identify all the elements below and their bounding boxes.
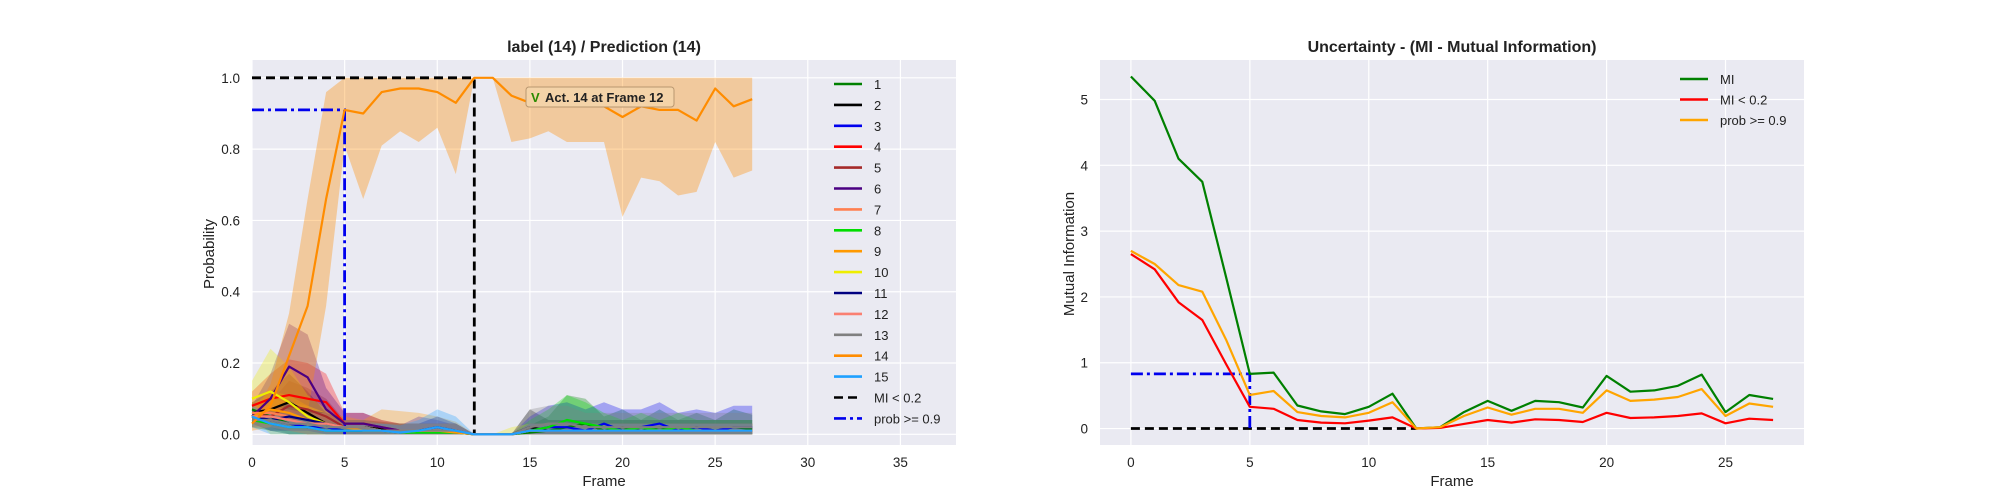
- legend-label-prob-0-9: prob >= 0.9: [874, 411, 941, 426]
- y-tick-label: 3: [1080, 224, 1088, 239]
- legend-label-15: 15: [874, 370, 888, 385]
- y-tick-label: 4: [1080, 158, 1088, 173]
- band-series-14: [252, 77, 753, 431]
- legend-label-9: 9: [874, 244, 881, 259]
- legend-label-8: 8: [874, 223, 881, 238]
- probability-chart: V Act. 14 at Frame 12 0 5 10 15 20 25 30 35 0.0…: [201, 39, 956, 490]
- y-tick-label: 0.2: [221, 356, 240, 371]
- y-axis-label: Probability: [201, 218, 218, 289]
- series-lines: [1130, 75, 1774, 430]
- legend-label-14: 14: [874, 349, 888, 364]
- chart-title: Uncertainty - (MI - Mutual Information): [1308, 39, 1597, 56]
- x-tick-label: 0: [248, 455, 256, 470]
- x-tick-label: 25: [1718, 455, 1733, 470]
- x-tick-label: 5: [341, 455, 349, 470]
- series-line-15: [251, 415, 753, 436]
- band-series-8: [252, 395, 753, 435]
- series-line-prob-0-9: [1130, 249, 1774, 430]
- y-tick-label: 5: [1080, 92, 1088, 107]
- x-axis-label: Frame: [1430, 473, 1473, 490]
- y-tick-labels: 0 1 2 3 4 5: [1080, 92, 1088, 436]
- legend-label-5: 5: [874, 161, 881, 176]
- x-tick-label: 30: [800, 455, 815, 470]
- band-series-9: [252, 391, 753, 435]
- y-tick-label: 0.0: [221, 427, 240, 442]
- legend: MI MI < 0.2 prob >= 0.9: [1680, 72, 1787, 128]
- legend-label-3: 3: [874, 119, 881, 134]
- activity-annotation: V Act. 14 at Frame 12: [525, 86, 675, 108]
- y-tick-label: 1.0: [221, 71, 240, 86]
- series-line-14: [251, 76, 753, 425]
- legend-label-13: 13: [874, 328, 888, 343]
- annotation-box: [525, 86, 675, 108]
- x-tick-label: 25: [708, 455, 723, 470]
- x-tick-label: 10: [430, 455, 445, 470]
- legend-label-2: 2: [874, 98, 881, 113]
- legend-label-10: 10: [874, 265, 888, 280]
- annotation-prefix: V: [531, 90, 540, 105]
- x-tick-labels: 0 5 10 15 20 25 30 35: [248, 455, 908, 470]
- x-tick-label: 10: [1361, 455, 1376, 470]
- x-tick-label: 5: [1246, 455, 1254, 470]
- chart-title: label (14) / Prediction (14): [507, 39, 701, 56]
- legend-label-mi-0-2: MI < 0.2: [1720, 93, 1767, 108]
- legend-label-12: 12: [874, 307, 888, 322]
- y-tick-label: 0.4: [221, 285, 240, 300]
- legend-label-mi-0-2: MI < 0.2: [874, 391, 921, 406]
- x-tick-label: 15: [1480, 455, 1495, 470]
- x-axis-label: Frame: [582, 473, 625, 490]
- x-tick-label: 20: [1599, 455, 1614, 470]
- series-line-mi: [1130, 75, 1774, 430]
- y-tick-labels: 0.0 0.2 0.4 0.6 0.8 1.0: [221, 71, 240, 442]
- y-axis-label: Mutual Information: [1061, 192, 1078, 316]
- legend-label-4: 4: [874, 140, 881, 155]
- x-tick-label: 15: [522, 455, 537, 470]
- legend-label-mi: MI: [1720, 72, 1734, 87]
- x-tick-label: 35: [893, 455, 908, 470]
- y-tick-label: 1: [1080, 356, 1088, 371]
- legend-label-6: 6: [874, 182, 881, 197]
- band-series-1: [252, 395, 753, 435]
- band-series-6: [252, 323, 753, 435]
- series-line-mi-0-2: [1130, 253, 1774, 430]
- legend-label-7: 7: [874, 202, 881, 217]
- x-tick-label: 0: [1127, 455, 1135, 470]
- y-tick-label: 0.6: [221, 213, 240, 228]
- legend-label-prob-0-9: prob >= 0.9: [1720, 113, 1787, 128]
- legend-label-1: 1: [874, 77, 881, 92]
- y-tick-label: 0: [1080, 422, 1088, 437]
- series-lines: [251, 76, 753, 436]
- reference-line-mi-0-2: [252, 76, 476, 435]
- legend-label-11: 11: [874, 286, 888, 301]
- x-tick-label: 20: [615, 455, 630, 470]
- uncertainty-chart: 0 5 10 15 20 25 0 1 2 3 4 5 Uncertainty - (MI - Mu…: [1061, 39, 1804, 490]
- annotation-text: Act. 14 at Frame 12: [545, 90, 664, 105]
- y-tick-label: 0.8: [221, 142, 240, 157]
- y-tick-label: 2: [1080, 290, 1088, 305]
- x-tick-labels: 0 5 10 15 20 25: [1127, 455, 1733, 470]
- plot-area: [1100, 60, 1804, 445]
